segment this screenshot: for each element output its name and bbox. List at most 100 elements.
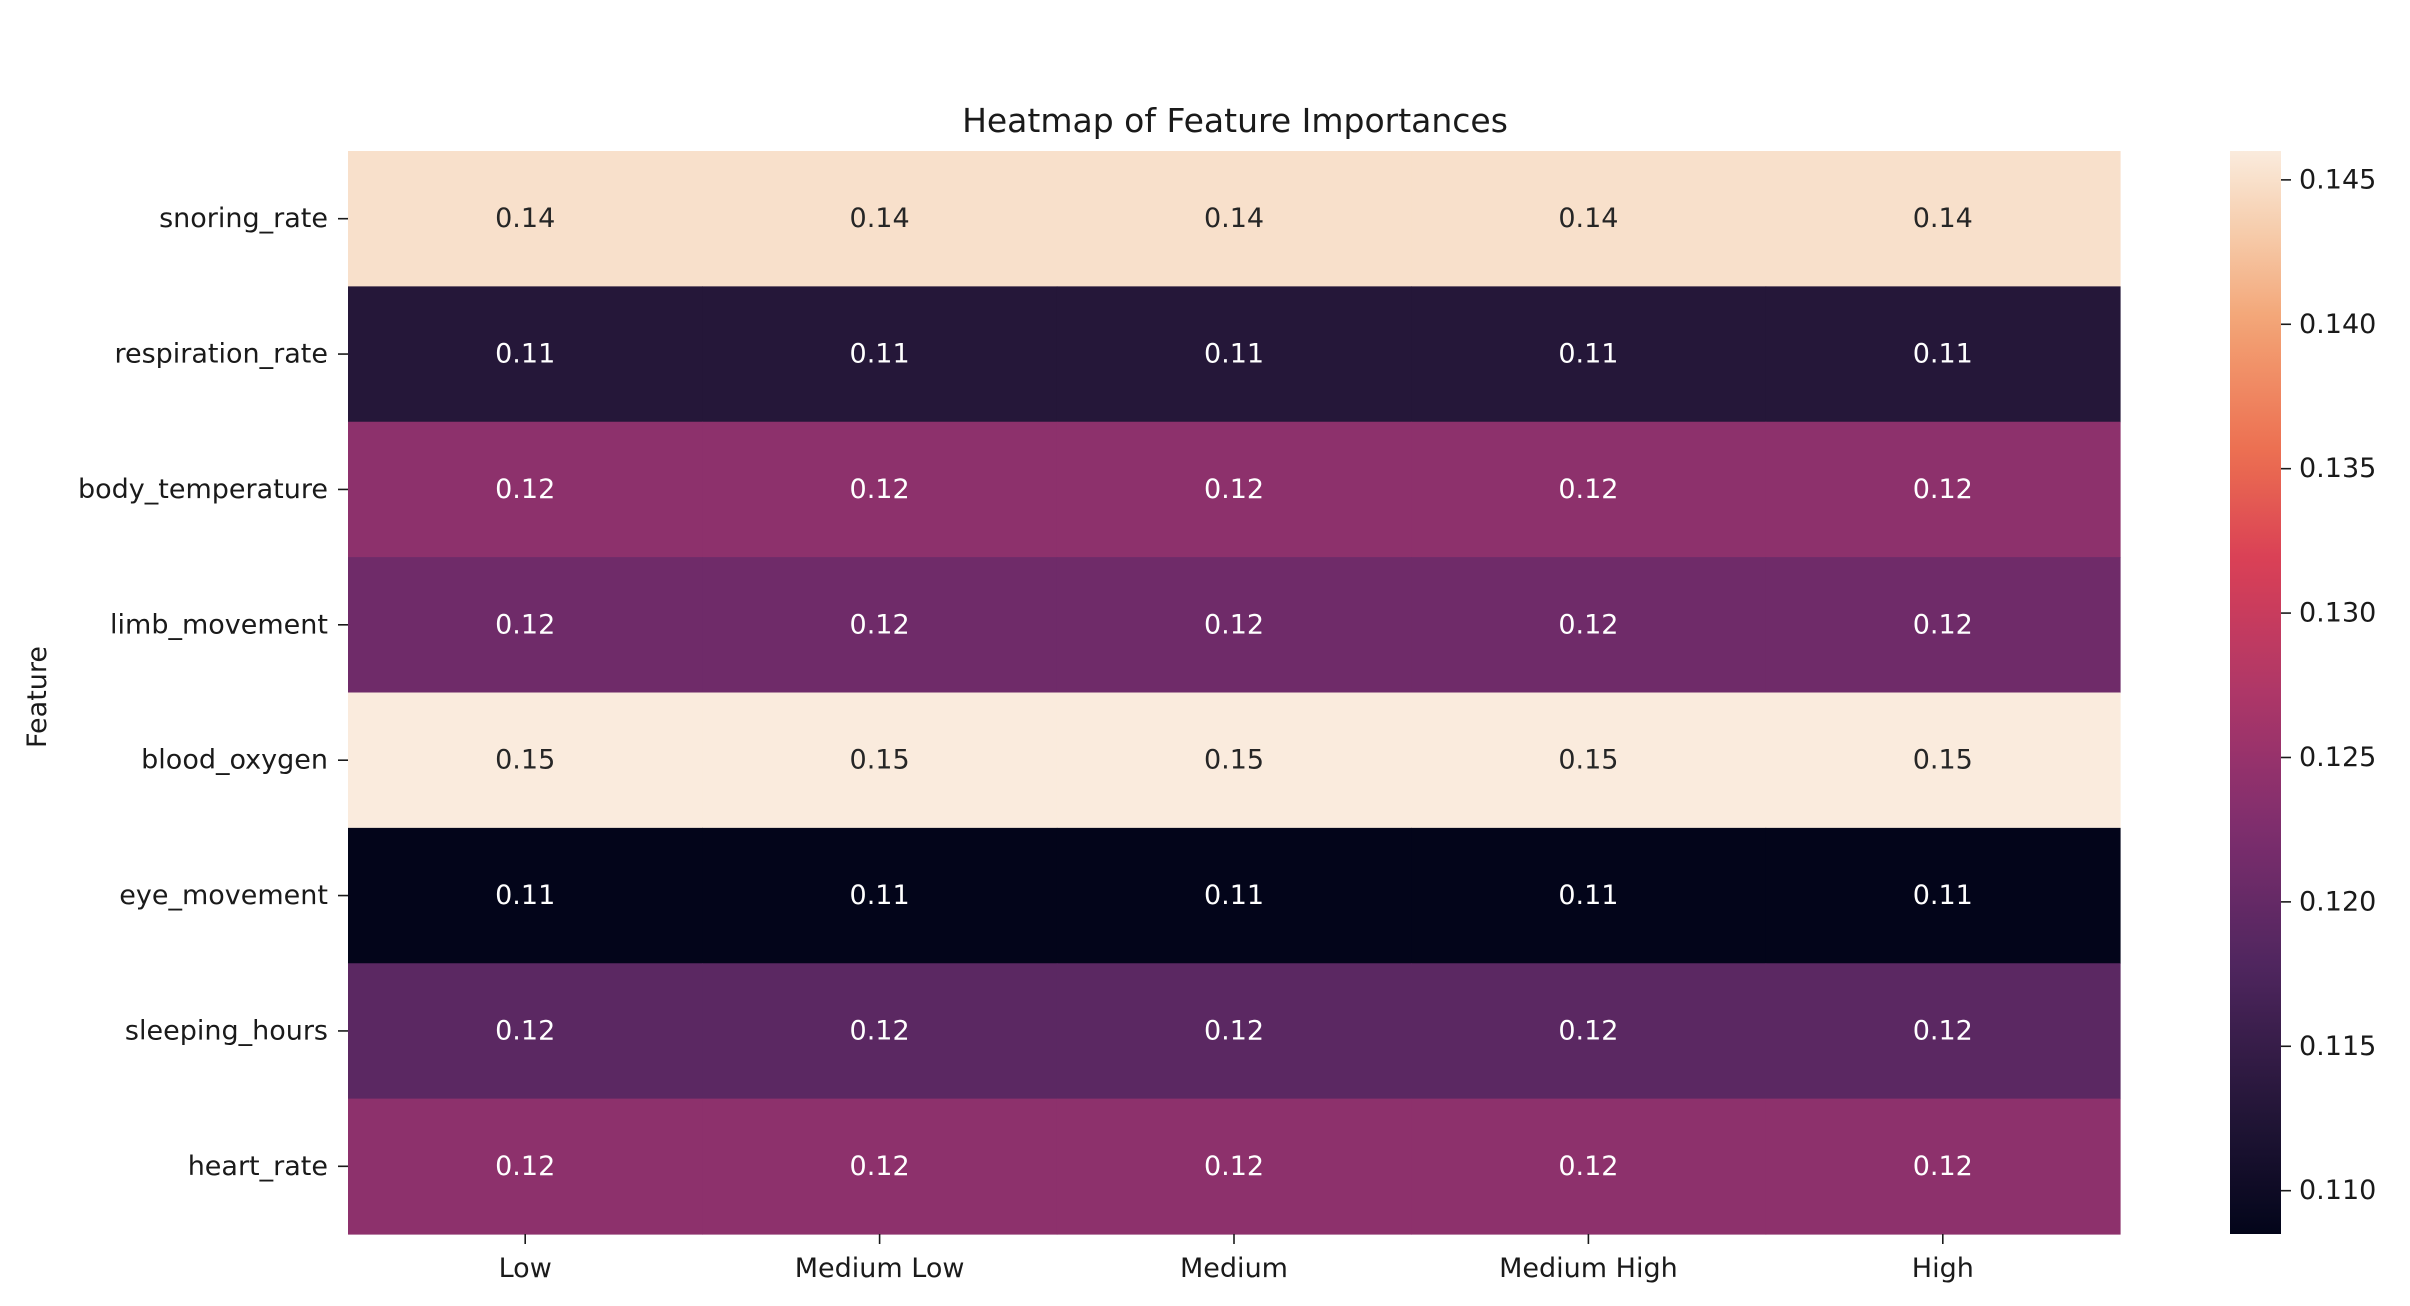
cell-value-label: 0.12 [495, 1151, 555, 1182]
cell-value-label: 0.12 [1204, 1151, 1264, 1182]
heatmap-cell [1765, 1098, 2121, 1235]
cell-value-label: 0.12 [1204, 1015, 1264, 1046]
cell-value-label: 0.11 [1204, 880, 1264, 911]
heatmap-cell [1411, 827, 1767, 964]
heatmap-cell [1765, 557, 2121, 694]
heatmap-cell [1411, 1098, 1767, 1235]
y-tick-label: heart_rate [188, 1151, 328, 1182]
heatmap-cell [1765, 421, 2121, 558]
cell-value-label: 0.11 [495, 339, 555, 370]
heatmap-cell [1765, 963, 2121, 1100]
heatmap-cell [1411, 963, 1767, 1100]
heatmap-cell [1411, 286, 1767, 423]
colorbar-tick-label: 0.135 [2299, 453, 2376, 484]
cell-value-label: 0.11 [495, 880, 555, 911]
heatmap-cell [702, 692, 1058, 829]
heatmap-cell [1765, 286, 2121, 423]
cell-value-label: 0.12 [495, 609, 555, 640]
cell-value-label: 0.14 [1558, 203, 1618, 234]
heatmap-cells [348, 151, 2121, 1235]
cell-value-label: 0.11 [1204, 339, 1264, 370]
heatmap-cell [1056, 286, 1412, 423]
cell-value-label: 0.14 [495, 203, 555, 234]
heatmap-cell [348, 1098, 703, 1235]
cell-value-label: 0.12 [1913, 609, 1973, 640]
heatmap-cell [702, 151, 1058, 287]
heatmap-cell [1056, 151, 1412, 287]
heatmap-cell [1056, 827, 1412, 964]
x-axis-ticks: Low Medium Low Medium Medium High High [499, 1234, 1974, 1284]
cell-value-label: 0.15 [1558, 745, 1618, 776]
heatmap-cell [348, 421, 703, 558]
heatmap-cell-labels: 0.14 0.14 0.14 0.14 0.14 0.11 0.11 0.11 0.11 0.11… [495, 203, 1973, 1182]
heatmap-cell [1765, 692, 2121, 829]
heatmap-cell [1765, 151, 2121, 287]
x-tick-label: Medium High [1499, 1253, 1678, 1284]
y-axis-label: Feature [22, 646, 53, 748]
cell-value-label: 0.14 [1913, 203, 1973, 234]
heatmap-cell [348, 557, 703, 694]
heatmap-cell [1411, 421, 1767, 558]
cell-value-label: 0.11 [850, 880, 910, 911]
heatmap-cell [348, 827, 703, 964]
colorbar-tick-label: 0.125 [2299, 742, 2376, 773]
colorbar-tick-label: 0.130 [2299, 598, 2376, 629]
colorbar-tick-label: 0.120 [2299, 886, 2376, 917]
heatmap-cell [348, 151, 703, 287]
cell-value-label: 0.12 [1913, 474, 1973, 505]
cell-value-label: 0.12 [850, 609, 910, 640]
cell-value-label: 0.12 [850, 1151, 910, 1182]
chart-title: Heatmap of Feature Importances [962, 101, 1508, 140]
y-tick-label: sleeping_hours [125, 1015, 328, 1046]
y-tick-label: blood_oxygen [141, 745, 328, 776]
y-tick-label: snoring_rate [159, 203, 328, 234]
heatmap-cell [702, 1098, 1058, 1235]
colorbar-tick-label: 0.110 [2299, 1175, 2376, 1206]
heatmap-cell [702, 827, 1058, 964]
heatmap-cell [1411, 692, 1767, 829]
y-tick-label: respiration_rate [114, 339, 328, 370]
cell-value-label: 0.12 [1558, 474, 1618, 505]
heatmap-cell [1056, 1098, 1412, 1235]
cell-value-label: 0.12 [1558, 609, 1618, 640]
cell-value-label: 0.15 [495, 745, 555, 776]
heatmap-cell [702, 286, 1058, 423]
x-tick-label: High [1912, 1253, 1974, 1284]
cell-value-label: 0.12 [1558, 1151, 1618, 1182]
cell-value-label: 0.12 [850, 474, 910, 505]
heatmap-cell [1056, 963, 1412, 1100]
heatmap-cell [1056, 421, 1412, 558]
cell-value-label: 0.11 [1913, 880, 1973, 911]
cell-value-label: 0.12 [850, 1015, 910, 1046]
colorbar-tick-label: 0.145 [2299, 164, 2376, 195]
cell-value-label: 0.15 [1913, 745, 1973, 776]
heatmap-cell [1056, 557, 1412, 694]
cell-value-label: 0.12 [1204, 609, 1264, 640]
cell-value-label: 0.15 [1204, 745, 1264, 776]
heatmap-cell [1411, 151, 1767, 287]
colorbar-tick-label: 0.140 [2299, 309, 2376, 340]
heatmap-cell [702, 421, 1058, 558]
heatmap-cell [348, 963, 703, 1100]
heatmap-cell [1765, 827, 2121, 964]
colorbar-tick-label: 0.115 [2299, 1031, 2376, 1062]
cell-value-label: 0.12 [495, 474, 555, 505]
y-tick-label: body_temperature [78, 474, 328, 505]
cell-value-label: 0.12 [1913, 1151, 1973, 1182]
cell-value-label: 0.11 [850, 339, 910, 370]
cell-value-label: 0.12 [1913, 1015, 1973, 1046]
heatmap-cell [1411, 557, 1767, 694]
heatmap-cell [702, 557, 1058, 694]
cell-value-label: 0.12 [1558, 1015, 1618, 1046]
heatmap-cell [702, 963, 1058, 1100]
cell-value-label: 0.11 [1913, 339, 1973, 370]
colorbar-ticks: 0.110 0.115 0.120 0.125 0.130 0.135 0.140 0.145 [2281, 164, 2376, 1206]
heatmap-cell [348, 286, 703, 423]
cell-value-label: 0.11 [1558, 880, 1618, 911]
y-tick-label: limb_movement [110, 609, 328, 640]
y-tick-label: eye_movement [119, 880, 328, 911]
cell-value-label: 0.12 [495, 1015, 555, 1046]
cell-value-label: 0.14 [850, 203, 910, 234]
colorbar [2230, 151, 2281, 1234]
